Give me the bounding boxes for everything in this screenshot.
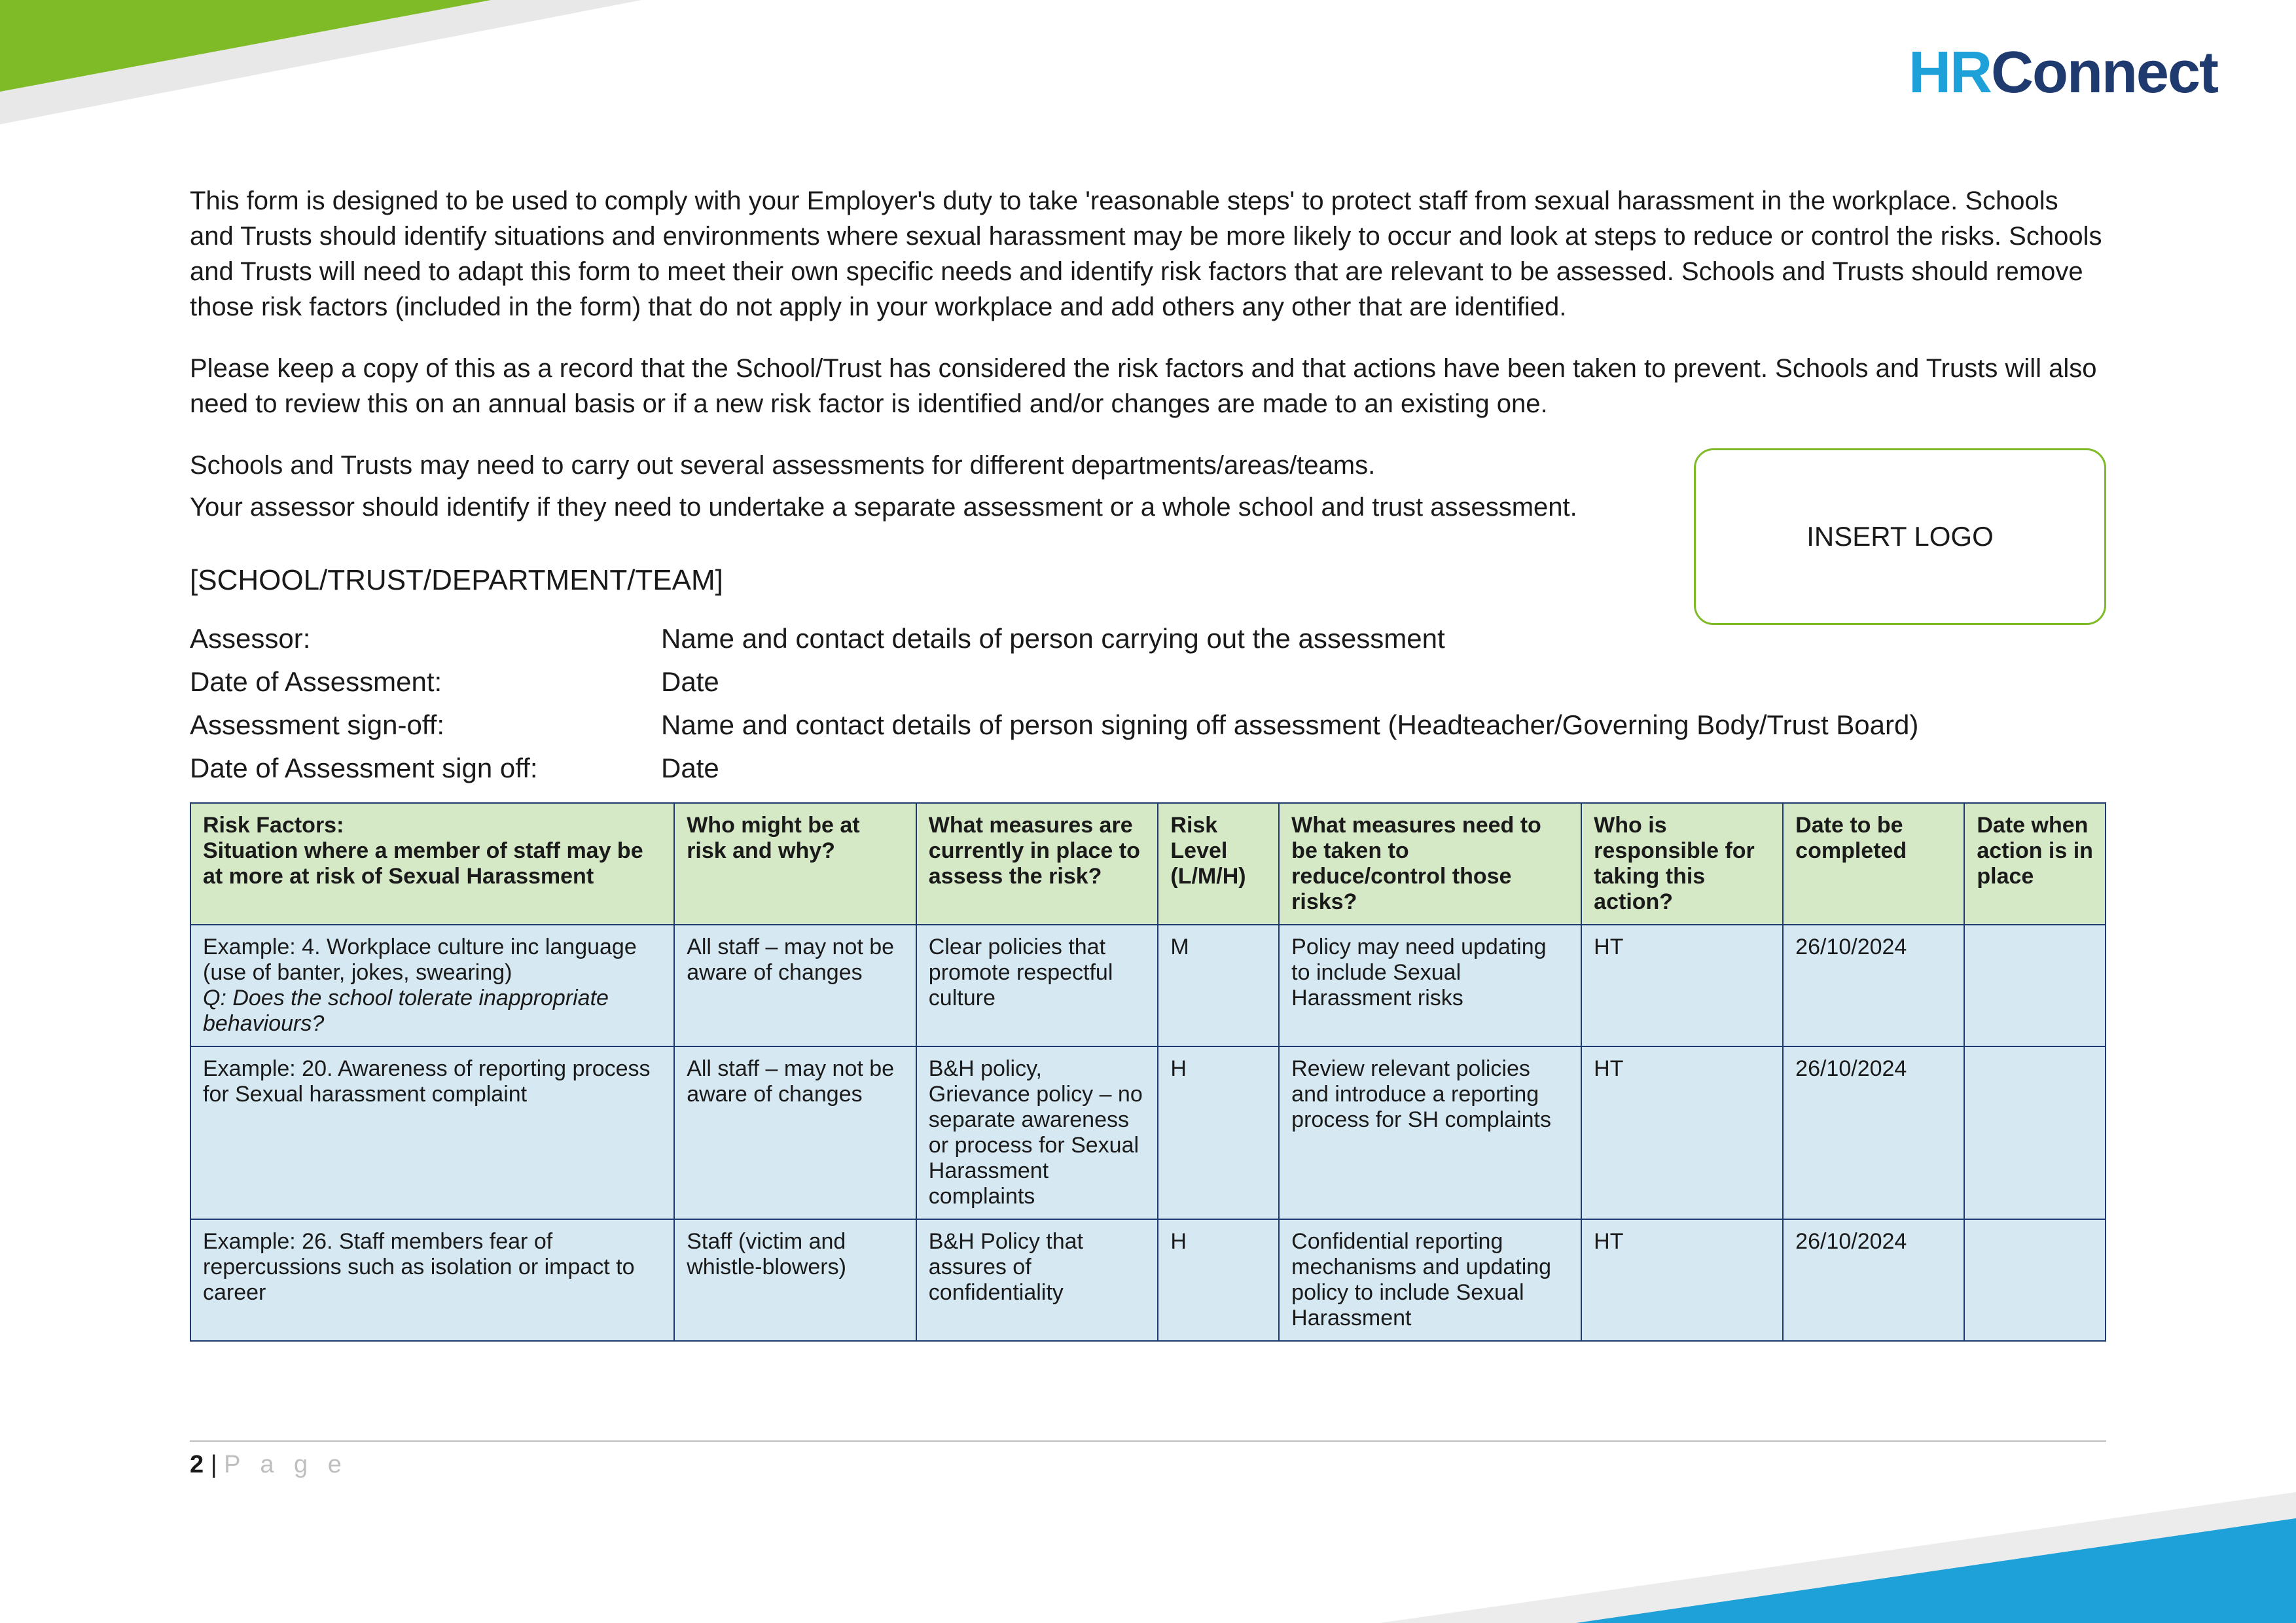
cell-risk-main: Example: 26. Staff members fear of reper… xyxy=(203,1229,662,1306)
col-who-at-risk: Who might be at risk and why? xyxy=(674,803,916,925)
signoff-row: Assessment sign-off: Name and contact de… xyxy=(190,709,2106,741)
cell-inplace xyxy=(1964,1219,2106,1341)
cell-responsible: HT xyxy=(1581,925,1783,1046)
signoff-value: Name and contact details of person signi… xyxy=(661,709,1918,741)
intro-paragraph-2: Please keep a copy of this as a record t… xyxy=(190,351,2106,421)
intro-paragraph-3a: Schools and Trusts may need to carry out… xyxy=(190,448,2106,483)
col-current-measures: What measures are currently in place to … xyxy=(916,803,1158,925)
cell-needed: Policy may need updating to include Sexu… xyxy=(1279,925,1581,1046)
cell-level: H xyxy=(1158,1219,1279,1341)
cell-responsible: HT xyxy=(1581,1046,1783,1219)
cell-who: All staff – may not be aware of changes xyxy=(674,925,916,1046)
brand-part2: Connect xyxy=(1991,40,2217,105)
cell-inplace xyxy=(1964,925,2106,1046)
assessor-label: Assessor: xyxy=(190,623,661,654)
cell-date: 26/10/2024 xyxy=(1783,1046,1964,1219)
intro-paragraph-3b: Your assessor should identify if they ne… xyxy=(190,490,2106,525)
org-heading: [SCHOOL/TRUST/DEPARTMENT/TEAM] xyxy=(190,564,2106,597)
page-word: P a g e xyxy=(224,1451,348,1478)
cell-who: Staff (victim and whistle-blowers) xyxy=(674,1219,916,1341)
table-header-row: Risk Factors: Situation where a member o… xyxy=(190,803,2106,925)
assessment-date-value: Date xyxy=(661,666,719,698)
col-needed-measures: What measures need to be taken to reduce… xyxy=(1279,803,1581,925)
cell-level: H xyxy=(1158,1046,1279,1219)
table-row: Example: 4. Workplace culture inc langua… xyxy=(190,925,2106,1046)
assessor-value: Name and contact details of person carry… xyxy=(661,623,1445,654)
top-triangle xyxy=(0,0,491,92)
cell-risk-main: Example: 20. Awareness of reporting proc… xyxy=(203,1056,662,1107)
signoff-date-label: Date of Assessment sign off: xyxy=(190,753,661,784)
col-risk-factors-line1: Risk Factors: xyxy=(203,813,662,838)
signoff-date-value: Date xyxy=(661,753,719,784)
col-risk-level: Risk Level (L/M/H) xyxy=(1158,803,1279,925)
cell-current: B&H Policy that assures of confidentiali… xyxy=(916,1219,1158,1341)
table-row: Example: 20. Awareness of reporting proc… xyxy=(190,1046,2106,1219)
col-responsible: Who is responsible for taking this actio… xyxy=(1581,803,1783,925)
signoff-date-row: Date of Assessment sign off: Date xyxy=(190,753,2106,784)
cell-current: B&H policy, Grievance policy – no separa… xyxy=(916,1046,1158,1219)
cell-date: 26/10/2024 xyxy=(1783,1219,1964,1341)
bottom-triangle xyxy=(1576,1518,2296,1623)
page-footer: 2 | P a g e xyxy=(190,1440,2106,1479)
table-body: Example: 4. Workplace culture inc langua… xyxy=(190,925,2106,1341)
assessment-date-row: Date of Assessment: Date xyxy=(190,666,2106,698)
col-risk-factors: Risk Factors: Situation where a member o… xyxy=(190,803,674,925)
cell-needed: Review relevant policies and introduce a… xyxy=(1279,1046,1581,1219)
cell-needed: Confidential reporting mechanisms and up… xyxy=(1279,1219,1581,1341)
cell-risk-main: Example: 4. Workplace culture inc langua… xyxy=(203,935,662,986)
cell-inplace xyxy=(1964,1046,2106,1219)
brand-logo: HRConnect xyxy=(1909,39,2217,107)
col-risk-factors-line2: Situation where a member of staff may be… xyxy=(203,838,662,889)
col-date-inplace: Date when action is in place xyxy=(1964,803,2106,925)
signoff-label: Assessment sign-off: xyxy=(190,709,661,741)
risk-table: Risk Factors: Situation where a member o… xyxy=(190,802,2106,1342)
table-row: Example: 26. Staff members fear of reper… xyxy=(190,1219,2106,1341)
cell-who: All staff – may not be aware of changes xyxy=(674,1046,916,1219)
page-sep: | xyxy=(204,1451,224,1478)
cell-current: Clear policies that promote respectful c… xyxy=(916,925,1158,1046)
cell-date: 26/10/2024 xyxy=(1783,925,1964,1046)
cell-responsible: HT xyxy=(1581,1219,1783,1341)
document-body: This form is designed to be used to comp… xyxy=(190,183,2106,1342)
cell-risk: Example: 26. Staff members fear of reper… xyxy=(190,1219,674,1341)
assessment-date-label: Date of Assessment: xyxy=(190,666,661,698)
cell-level: M xyxy=(1158,925,1279,1046)
cell-risk: Example: 4. Workplace culture inc langua… xyxy=(190,925,674,1046)
cell-risk-q: Q: Does the school tolerate inappropriat… xyxy=(203,986,662,1037)
brand-part1: HR xyxy=(1909,40,1991,105)
intro-paragraph-1: This form is designed to be used to comp… xyxy=(190,183,2106,325)
assessor-row: Assessor: Name and contact details of pe… xyxy=(190,623,2106,654)
cell-risk: Example: 20. Awareness of reporting proc… xyxy=(190,1046,674,1219)
page-number: 2 xyxy=(190,1451,204,1478)
col-date-complete: Date to be completed xyxy=(1783,803,1964,925)
